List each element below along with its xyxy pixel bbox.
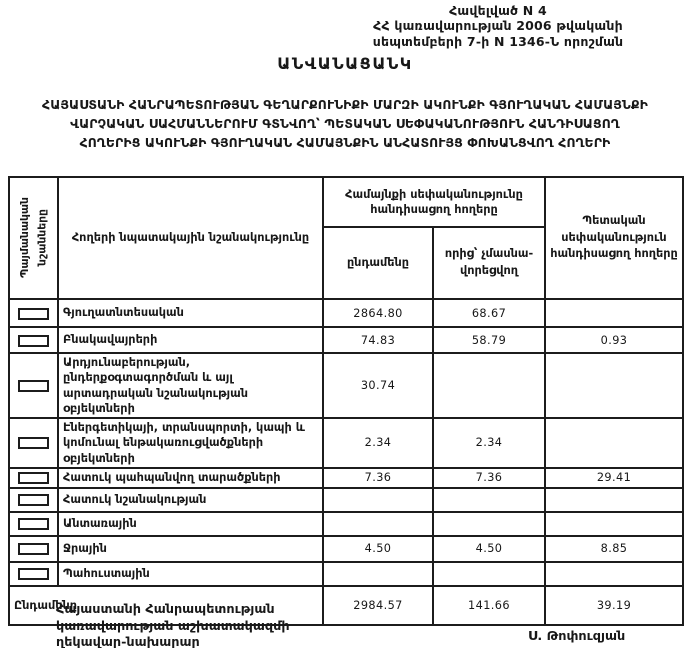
row-community-total-value (322, 560, 434, 587)
state-lands-column-header: Պետական սեփականություն հանդիսացող հողերը (544, 176, 684, 300)
row-state-value: 0.93 (544, 326, 684, 354)
row-state-value: 8.85 (544, 534, 684, 563)
annex-line: Հավելված N 4 (449, 3, 547, 18)
row-nonprivatized-value (432, 560, 546, 587)
row-community-total-value (322, 510, 434, 537)
table-row: Հատուկ նշանակության (8, 486, 684, 513)
table-row: Բնակավայրերի 74.83 58.79 0.93 (8, 326, 684, 354)
table-total-section: Ընդամենը 2984.57 141.66 39.19 (8, 584, 684, 626)
document-title: ԱՆՎԱՆԱՑԱՆԿ (277, 54, 413, 73)
legend-symbol-box (18, 518, 49, 531)
symbols-column-header: Պայմանական նշանները (8, 176, 59, 300)
row-nonprivatized-value: 2.34 (432, 417, 546, 469)
legend-symbol-box (18, 472, 49, 485)
row-state-value (544, 486, 684, 513)
legend-symbol-box (18, 568, 49, 581)
annex-line: սեպտեմբերի 7-ի N 1346-Ն որոշման (372, 33, 624, 49)
row-nonprivatized-value (432, 352, 546, 419)
purpose-column-header: Հողերի նպատակային նշանակությունը (57, 176, 324, 300)
row-nonprivatized-value (432, 486, 546, 513)
table-row: Պահուստային (8, 560, 684, 587)
total-state-value: 39.19 (544, 584, 684, 626)
document-subtitle: ՀԱՅԱՍՏԱՆԻ ՀԱՆՐԱՊԵՏՈՒԹՅԱՆ ԳԵՂԱՐՔՈՒՆԻՔԻ ՄԱ… (0, 95, 690, 153)
table-row: Ջրային 4.50 4.50 8.85 (8, 534, 684, 563)
row-label: Արդյունաբերության, ընդերքօգտագործման և ա… (57, 352, 324, 419)
row-community-total-value: 2864.80 (322, 298, 434, 328)
row-community-total-value: 74.83 (322, 326, 434, 354)
row-label: Գյուղատնտեսական (57, 298, 324, 328)
row-state-value (544, 298, 684, 328)
row-community-total-value: 30.74 (322, 352, 434, 419)
land-transfer-table: Պայմանական նշանները Հողերի նպատակային նշ… (8, 176, 684, 626)
table-row: Արդյունաբերության, ընդերքօգտագործման և ա… (8, 352, 684, 419)
row-label: Պահուստային (57, 560, 324, 587)
legend-symbol-box (18, 307, 49, 320)
legend-symbol-box (18, 334, 49, 347)
row-nonprivatized-value: 68.67 (432, 298, 546, 328)
row-label: Բնակավայրերի (57, 326, 324, 354)
symbol-cell (8, 326, 59, 354)
legend-symbol-box (18, 437, 49, 450)
subtitle-line: ՀԱՅԱՍՏԱՆԻ ՀԱՆՐԱՊԵՏՈՒԹՅԱՆ ԳԵՂԱՐՔՈՒՆԻՔԻ ՄԱ… (42, 97, 648, 112)
signatory-title-line: կառավարության աշխատակազմի (56, 618, 290, 634)
signatory-title-line: Հայաստանի Հանրապետության (56, 602, 275, 617)
row-nonprivatized-value (432, 510, 546, 537)
symbol-cell (8, 560, 59, 587)
row-label: Հատուկ նշանակության (57, 486, 324, 513)
subtitle-line: ՀՈՂԵՐԻՑ ԱԿՈՒՆՔԻ ԳՅՈՒՂԱԿԱՆ ՀԱՄԱՅՆՔԻՆ ԱՆՀԱ… (79, 135, 611, 151)
signatory-title-block: Հայաստանի Հանրապետության կառավարության ա… (56, 602, 290, 648)
row-state-value (544, 417, 684, 469)
annex-line: ՀՀ կառավարության 2006 թվականի (373, 18, 623, 34)
table-row: Հատուկ պահպանվող տարածքների 7.36 7.36 29… (8, 466, 684, 489)
signatory-title-line: ղեկավար-նախարար (56, 635, 200, 648)
row-nonprivatized-value: 4.50 (432, 534, 546, 563)
total-row-label: Ընդամենը (8, 584, 324, 626)
legend-symbol-box (18, 380, 49, 392)
symbol-cell (8, 352, 59, 419)
total-column-subheader: ընդամենը (322, 226, 434, 300)
table-body: Գյուղատնտեսական 2864.80 68.67 Բնակավայրե… (8, 298, 684, 587)
legend-symbol-box (18, 543, 49, 556)
symbol-cell (8, 417, 59, 469)
signatory-name: Ս. Թոփուզյան (528, 629, 626, 644)
legend-symbol-box (18, 494, 49, 507)
symbol-cell (8, 486, 59, 513)
nonprivatized-column-subheader: որից՝ չմասնա­վորեցվող (432, 226, 546, 300)
row-nonprivatized-value: 7.36 (432, 466, 546, 489)
symbols-column-header-label: Պայմանական նշանները (18, 197, 49, 279)
table-row: Էներգետիկայի, տրանսպորտի, կապի և կոմունա… (8, 417, 684, 469)
row-community-total-value: 7.36 (322, 466, 434, 489)
table-row: Գյուղատնտեսական 2864.80 68.67 (8, 298, 684, 328)
row-label: Հատուկ պահպանվող տարածքների (57, 466, 324, 489)
row-state-value (544, 510, 684, 537)
row-nonprivatized-value: 58.79 (432, 326, 546, 354)
total-community-total-value: 2984.57 (322, 584, 434, 626)
row-label: Ջրային (57, 534, 324, 563)
total-row: Ընդամենը 2984.57 141.66 39.19 (8, 584, 684, 626)
row-state-value (544, 560, 684, 587)
row-label: Անտառային (57, 510, 324, 537)
table-header: Պայմանական նշանները Հողերի նպատակային նշ… (8, 176, 684, 300)
table-row: Անտառային (8, 510, 684, 537)
row-community-total-value (322, 486, 434, 513)
annex-reference-block: Հավելված N 4 ՀՀ կառավարության 2006 թվակա… (328, 3, 668, 49)
community-lands-group-header: Համայնքի սեփականությունը հանդիսացող հողե… (322, 176, 546, 228)
symbol-cell (8, 534, 59, 563)
row-label: Էներգետիկայի, տրանսպորտի, կապի և կոմունա… (57, 417, 324, 469)
symbol-cell (8, 298, 59, 328)
row-state-value (544, 352, 684, 419)
total-nonprivatized-value: 141.66 (432, 584, 546, 626)
row-community-total-value: 2.34 (322, 417, 434, 469)
row-state-value: 29.41 (544, 466, 684, 489)
symbol-cell (8, 466, 59, 489)
symbol-cell (8, 510, 59, 537)
subtitle-line: ՎԱՐՉԱԿԱՆ ՍԱՀՄԱՆՆԵՐՈՒՄ ԳՏՆՎՈՂ՝ ՊԵՏԱԿԱՆ ՍԵ… (70, 116, 620, 132)
row-community-total-value: 4.50 (322, 534, 434, 563)
